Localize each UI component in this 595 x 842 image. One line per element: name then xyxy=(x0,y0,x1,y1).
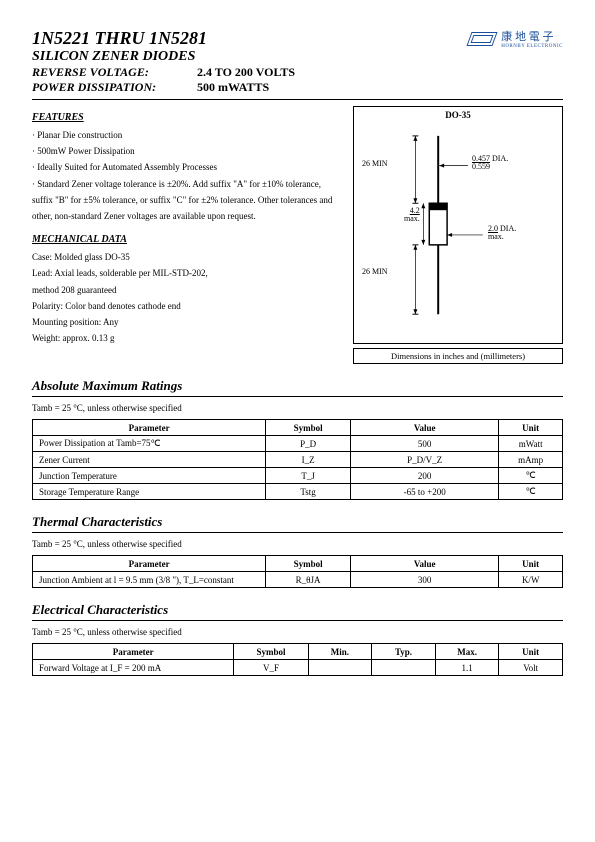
thermal-note: Tamb = 25 °C, unless otherwise specified xyxy=(32,539,563,549)
feature-item: Ideally Suited for Automated Assembly Pr… xyxy=(32,159,337,175)
logo-text: 康 地 電 子 xyxy=(501,28,563,44)
divider xyxy=(32,396,563,397)
electrical-table: ParameterSymbolMin.Typ.Max.UnitForward V… xyxy=(32,643,563,676)
table-cell: K/W xyxy=(499,572,563,588)
table-cell: P_D/V_Z xyxy=(350,452,498,468)
mech-line: Weight: approx. 0.13 g xyxy=(32,330,337,346)
title-subtitle: SILICON ZENER DIODES xyxy=(32,49,563,65)
table-row: Junction Ambient at l = 9.5 mm (3/8 "), … xyxy=(33,572,563,588)
table-cell: Junction Ambient at l = 9.5 mm (3/8 "), … xyxy=(33,572,266,588)
table-row: Storage Temperature RangeTstg-65 to +200… xyxy=(33,484,563,500)
table-row: Zener CurrentI_ZP_D/V_ZmAmp xyxy=(33,452,563,468)
features-heading: FEATURES xyxy=(32,112,337,123)
table-cell xyxy=(308,660,372,676)
table-header: Unit xyxy=(499,556,563,572)
table-cell: I_Z xyxy=(266,452,351,468)
table-header: Min. xyxy=(308,644,372,660)
table-cell: -65 to +200 xyxy=(350,484,498,500)
table-header: Value xyxy=(350,556,498,572)
table-cell: Volt xyxy=(499,660,563,676)
dim-lead-bot: 26 MIN xyxy=(362,267,388,276)
table-cell: Power Dissipation at Tamb=75℃ xyxy=(33,436,266,452)
package-drawing: DO-35 xyxy=(353,106,563,344)
mech-line: Case: Molded glass DO-35 xyxy=(32,249,337,265)
table-header: Parameter xyxy=(33,420,266,436)
dim-lead-top: 26 MIN xyxy=(362,159,388,168)
table-cell: V_F xyxy=(234,660,308,676)
table-header: Unit xyxy=(499,644,563,660)
table-cell: R_θJA xyxy=(266,572,351,588)
thermal-title: Thermal Characteristics xyxy=(32,514,563,530)
table-row: Forward Voltage at I_F = 200 mAV_F 1.1Vol… xyxy=(33,660,563,676)
table-cell: Tstg xyxy=(266,484,351,500)
divider xyxy=(32,532,563,533)
table-row: Power Dissipation at Tamb=75℃P_D500mWatt xyxy=(33,436,563,452)
table-cell: 500 xyxy=(350,436,498,452)
table-cell: Storage Temperature Range xyxy=(33,484,266,500)
mech-line: Lead: Axial leads, solderable per MIL-ST… xyxy=(32,265,337,281)
spec1-label: REVERSE VOLTAGE: xyxy=(32,65,197,80)
thermal-table: ParameterSymbolValueUnit Junction Ambient… xyxy=(32,555,563,588)
table-header: Max. xyxy=(435,644,499,660)
table-cell: P_D xyxy=(266,436,351,452)
electrical-note: Tamb = 25 °C, unless otherwise specified xyxy=(32,627,563,637)
table-header: Symbol xyxy=(234,644,308,660)
table-header: Symbol xyxy=(266,420,351,436)
mechanical-list: Case: Molded glass DO-35 Lead: Axial lea… xyxy=(32,249,337,346)
package-svg xyxy=(354,125,562,335)
dim-dia1-suf: DIA. xyxy=(492,154,508,163)
abs-ratings-title: Absolute Maximum Ratings xyxy=(32,378,563,394)
feature-item: Standard Zener voltage tolerance is ±20%… xyxy=(32,176,337,225)
table-cell: 1.1 xyxy=(435,660,499,676)
feature-item: Planar Die construction xyxy=(32,127,337,143)
table-cell: ℃ xyxy=(499,468,563,484)
spec2-value: 500 mWATTS xyxy=(197,80,269,95)
feature-item: 500mW Power Dissipation xyxy=(32,143,337,159)
table-cell: 300 xyxy=(350,572,498,588)
mechanical-heading: MECHANICAL DATA xyxy=(32,234,337,245)
table-header: Value xyxy=(350,420,498,436)
dim-body-sub: max. xyxy=(404,214,420,223)
table-cell: Forward Voltage at I_F = 200 mA xyxy=(33,660,234,676)
table-header: Parameter xyxy=(33,644,234,660)
table-cell: 200 xyxy=(350,468,498,484)
table-row: Junction TemperatureT_J200℃ xyxy=(33,468,563,484)
table-cell: mAmp xyxy=(499,452,563,468)
dim-dia2-bot: max. xyxy=(488,232,504,241)
divider xyxy=(32,620,563,621)
divider xyxy=(32,99,563,100)
table-cell: Junction Temperature xyxy=(33,468,266,484)
dim-dia1-bot: 0.559 xyxy=(472,162,490,171)
mech-line: Polarity: Color band denotes cathode end xyxy=(32,298,337,314)
spec1-value: 2.4 TO 200 VOLTS xyxy=(197,65,295,80)
mech-line: Mounting position: Any xyxy=(32,314,337,330)
logo-subtext: HORNBY ELECTRONIC xyxy=(501,44,563,49)
table-cell: Zener Current xyxy=(33,452,266,468)
abs-ratings-note: Tamb = 25 °C, unless otherwise specified xyxy=(32,403,563,413)
table-header: Parameter xyxy=(33,556,266,572)
table-header: Typ. xyxy=(372,644,436,660)
package-label: DO-35 xyxy=(445,110,471,120)
mech-line: method 208 guaranteed xyxy=(32,282,337,298)
table-cell: T_J xyxy=(266,468,351,484)
spec2-label: POWER DISSIPATION: xyxy=(32,80,197,95)
table-header: Unit xyxy=(499,420,563,436)
logo-icon xyxy=(467,32,498,46)
electrical-title: Electrical Characteristics xyxy=(32,602,563,618)
features-list: Planar Die construction 500mW Power Diss… xyxy=(32,127,337,224)
table-cell: ℃ xyxy=(499,484,563,500)
package-caption: Dimensions in inches and (millimeters) xyxy=(353,348,563,364)
brand-logo: 康 地 電 子 HORNBY ELECTRONIC xyxy=(469,28,563,49)
table-cell: mWatt xyxy=(499,436,563,452)
table-header: Symbol xyxy=(266,556,351,572)
table-cell xyxy=(372,660,436,676)
abs-ratings-table: ParameterSymbolValueUnitPower Dissipatio… xyxy=(32,419,563,500)
